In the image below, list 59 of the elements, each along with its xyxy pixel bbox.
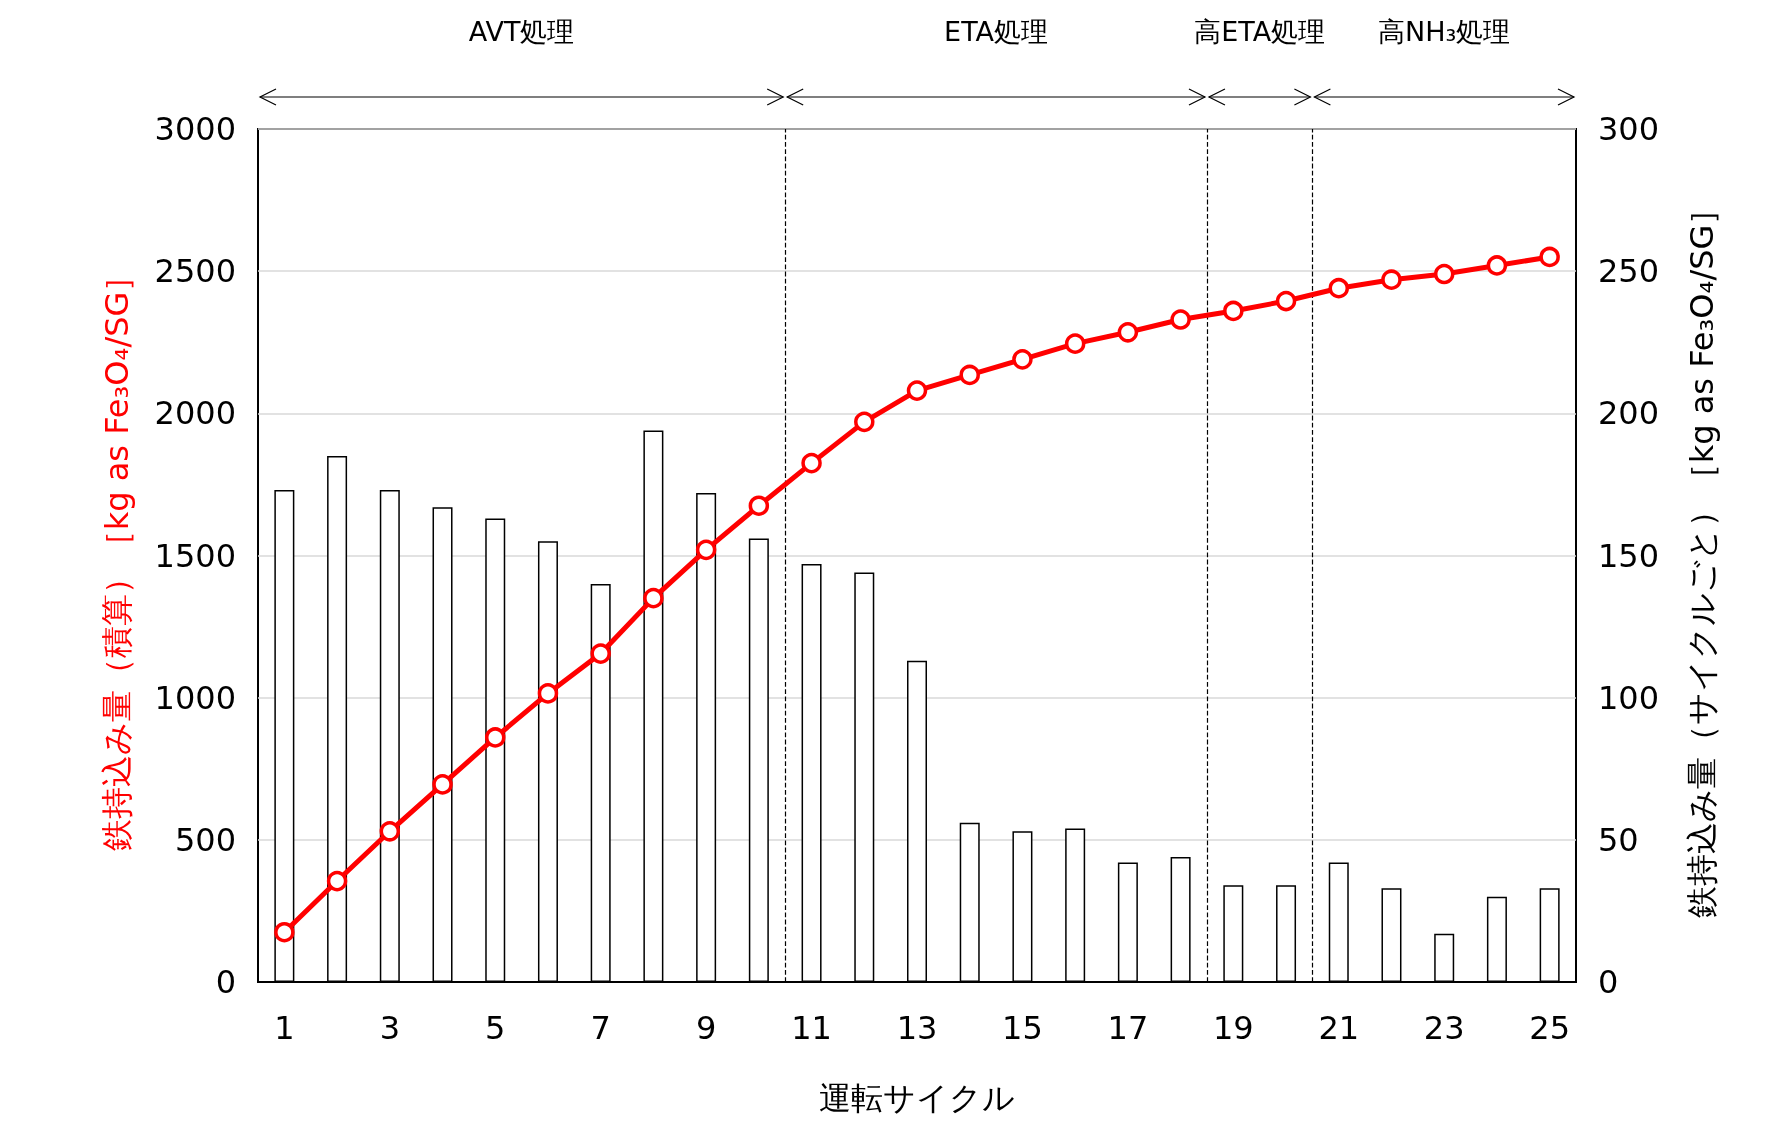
point [906, 380, 928, 401]
point [748, 495, 770, 516]
point [379, 821, 401, 842]
point [1539, 246, 1560, 268]
point [643, 587, 664, 609]
x-tick-label: 17 [1107, 1009, 1149, 1047]
y2-tick-label: 50 [1598, 820, 1639, 859]
point [1012, 349, 1033, 370]
x-tick-label: 11 [791, 1009, 832, 1047]
point [432, 774, 453, 795]
y-tick-label: 2000 [154, 394, 236, 433]
x-tick-label: 3 [379, 1009, 400, 1047]
y2-tick-label: 150 [1598, 536, 1660, 575]
x-tick-label: 23 [1423, 1009, 1465, 1047]
x-tick-label: 13 [896, 1009, 938, 1047]
point [1433, 263, 1455, 285]
y-tick-label: 3000 [154, 110, 236, 148]
y-tick-label: 2500 [154, 252, 236, 291]
point [959, 364, 980, 386]
point [1223, 300, 1244, 322]
point [1486, 255, 1508, 276]
x-tick-label: 25 [1529, 1009, 1570, 1047]
y2-axis-title: 鉄持込み量（サイクルごと）［kg as Fe₃O₄/SG］ [1683, 192, 1721, 919]
x-tick-label: 15 [1002, 1009, 1043, 1047]
point [326, 870, 348, 892]
point [1328, 277, 1350, 299]
x-tick-label: 1 [274, 1009, 295, 1047]
point [1064, 333, 1086, 354]
text: 高NH₃処理 [1378, 16, 1511, 47]
y2-tick-label: 300 [1598, 110, 1660, 148]
text: AVT処理 [467, 15, 576, 49]
point [1275, 290, 1297, 312]
x-axis-title: 運転サイクル [819, 1079, 1015, 1117]
y-tick-label: 500 [174, 820, 236, 859]
point [537, 683, 559, 704]
point [1381, 269, 1402, 290]
x-tick-label: 21 [1318, 1009, 1360, 1047]
y2-tick-label: 200 [1598, 394, 1660, 433]
y-tick-label: 1000 [154, 678, 236, 717]
point [1170, 309, 1191, 330]
text: ETA処理 [943, 15, 1050, 49]
point [590, 643, 611, 664]
y-tick-label: 1500 [154, 536, 236, 575]
point [695, 539, 717, 561]
point [274, 922, 295, 943]
point [854, 411, 875, 433]
point [485, 727, 506, 748]
y-tick-label: 0 [215, 963, 236, 1001]
x-tick-label: 5 [485, 1009, 506, 1047]
y2-tick-label: 250 [1598, 252, 1660, 291]
point [1117, 322, 1139, 343]
text: 高ETA処理 [1194, 16, 1326, 47]
x-tick-label: 19 [1212, 1009, 1254, 1047]
y2-tick-label: 100 [1598, 678, 1660, 717]
x-tick-label: 9 [695, 1009, 717, 1047]
y-axis-title: 鉄持込み量（積算）［kg as Fe₃O₄/SG］ [98, 259, 136, 852]
y2-tick-label: 0 [1598, 963, 1619, 1001]
x-tick-label: 7 [590, 1009, 611, 1047]
point [801, 452, 822, 474]
